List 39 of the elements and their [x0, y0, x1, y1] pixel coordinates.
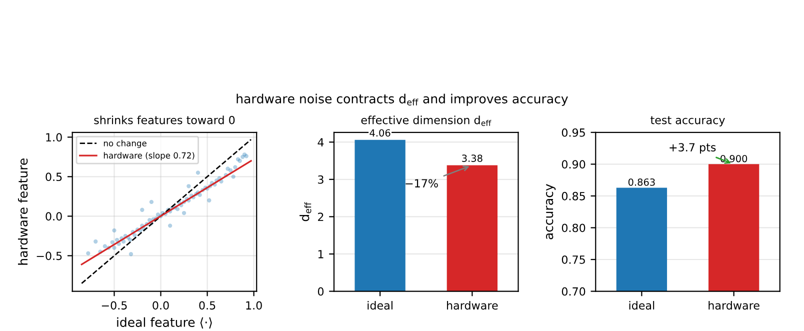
data-label: 0.900 [720, 154, 748, 162]
y-tick-label: 0.90 [562, 160, 586, 169]
x-tick-label: 1.0 [246, 301, 262, 310]
x-tick-label: 0.5 [199, 301, 216, 310]
data-label: 4.06 [370, 129, 390, 137]
y-tick-label: 1.0 [46, 133, 62, 142]
y-tick-label: 4 [318, 138, 324, 146]
legend-label: hardware (slope 0.72) [104, 152, 194, 160]
y-tick-label: 0.80 [562, 224, 586, 232]
y-tick-label: −0.5 [36, 252, 62, 260]
x-tick-label: hardware [447, 301, 498, 310]
y-tick-label: 0.0 [46, 212, 62, 221]
y-axis-title: hardware feature [18, 158, 28, 265]
annotation: −17% [406, 179, 438, 188]
y-tick-label: 0.5 [46, 172, 62, 182]
chart-title: effective dimension d$_{eff}$ [361, 116, 492, 126]
x-tick-label: hardware [708, 301, 760, 310]
y-tick-label: 3 [318, 175, 324, 184]
y-tick-label: 0 [318, 287, 324, 296]
data-label: 3.38 [462, 154, 482, 162]
y-tick-label: 0.70 [562, 287, 586, 296]
x-tick-label: −0.5 [102, 301, 127, 310]
y-tick-label: 1 [318, 250, 324, 258]
y-tick-label: 0.85 [562, 192, 585, 200]
y-tick-label: 0.95 [562, 128, 585, 137]
annotation: +3.7 pts [670, 143, 716, 154]
y-axis-title: accuracy [546, 184, 556, 240]
text: hardware noise contracts d$_{eff}$ and improves accuracy [236, 94, 568, 106]
x-tick-label: ideal [368, 301, 392, 310]
y-tick-label: 0.75 [562, 255, 585, 264]
chart-title: test accuracy [650, 116, 725, 126]
legend-label: no change [104, 140, 146, 148]
x-tick-label: 0.0 [152, 301, 169, 310]
data-label: 0.863 [628, 178, 655, 186]
y-tick-label: 2 [318, 212, 324, 221]
x-tick-label: ideal [629, 301, 654, 310]
x-axis-title: ideal feature ⟨·⟩ [117, 317, 212, 328]
y-axis-title: d$_{eff}$ [300, 202, 312, 222]
chart-title: shrinks features toward 0 [94, 116, 235, 124]
